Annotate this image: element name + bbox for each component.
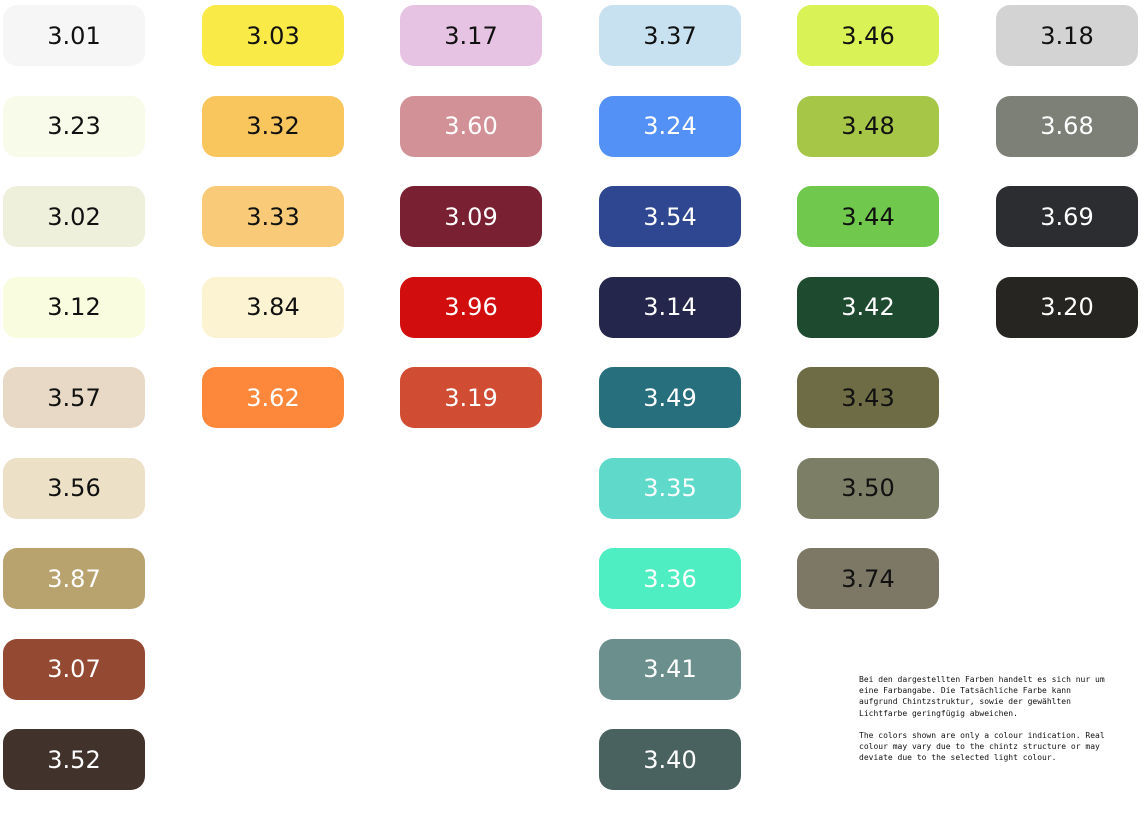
color-swatch: 3.68 (996, 95, 1138, 157)
color-swatch: 3.42 (797, 276, 939, 338)
swatch-code: 3.96 (444, 293, 498, 321)
color-swatch: 3.35 (599, 457, 741, 519)
disclaimer-german: Bei den dargestellten Farben handelt es … (859, 675, 1105, 718)
color-swatch: 3.01 (3, 5, 145, 66)
color-swatch: 3.74 (797, 548, 939, 609)
swatch-code: 3.01 (47, 21, 101, 50)
swatch-code: 3.43 (841, 383, 895, 412)
swatch-code: 3.54 (643, 202, 697, 231)
swatch-code: 3.46 (841, 21, 895, 50)
color-swatch: 3.09 (400, 186, 542, 247)
color-swatch: 3.69 (996, 186, 1138, 247)
swatch-code: 3.17 (444, 21, 498, 50)
swatch-code: 3.33 (246, 202, 300, 231)
swatch-code: 3.49 (643, 383, 697, 412)
swatch-code: 3.48 (841, 112, 895, 140)
swatch-code: 3.52 (47, 745, 101, 774)
swatch-code: 3.84 (246, 293, 300, 321)
swatch-code: 3.19 (444, 383, 498, 412)
swatch-code: 3.41 (643, 655, 697, 683)
color-swatch: 3.07 (3, 638, 145, 700)
swatch-code: 3.69 (1040, 202, 1094, 231)
color-swatch: 3.24 (599, 95, 741, 157)
swatch-column-3: 3.17 3.60 3.09 3.96 3.19 (400, 5, 542, 458)
color-swatch: 3.36 (599, 548, 741, 609)
disclaimer-note: Bei den dargestellten Farben handelt es … (859, 674, 1109, 763)
swatch-code: 3.02 (47, 202, 101, 231)
swatch-column-1: 3.01 3.23 3.02 3.12 3.57 3.56 3.87 3.07 3.52 (3, 5, 145, 820)
swatch-code: 3.35 (643, 474, 697, 502)
color-swatch: 3.18 (996, 5, 1138, 66)
swatch-code: 3.37 (643, 21, 697, 50)
swatch-code: 3.36 (643, 564, 697, 593)
swatch-code: 3.57 (47, 383, 101, 412)
color-swatch: 3.46 (797, 5, 939, 66)
color-swatch: 3.14 (599, 276, 741, 338)
swatch-column-2: 3.03 3.32 3.33 3.84 3.62 (202, 5, 344, 458)
color-swatch: 3.37 (599, 5, 741, 66)
color-swatch: 3.87 (3, 548, 145, 609)
swatch-code: 3.56 (47, 474, 101, 502)
swatch-code: 3.09 (444, 202, 498, 231)
swatch-code: 3.50 (841, 474, 895, 502)
swatch-code: 3.42 (841, 293, 895, 321)
swatch-code: 3.60 (444, 112, 498, 140)
color-swatch: 3.03 (202, 5, 344, 66)
color-swatch: 3.49 (599, 367, 741, 428)
color-swatch: 3.62 (202, 367, 344, 428)
color-swatch: 3.44 (797, 186, 939, 247)
color-swatch: 3.57 (3, 367, 145, 428)
swatch-code: 3.07 (47, 655, 101, 683)
swatch-code: 3.74 (841, 564, 895, 593)
color-swatch: 3.60 (400, 95, 542, 157)
color-swatch: 3.50 (797, 457, 939, 519)
swatch-code: 3.87 (47, 564, 101, 593)
color-swatch: 3.54 (599, 186, 741, 247)
color-swatch: 3.19 (400, 367, 542, 428)
swatch-column-4: 3.37 3.24 3.54 3.14 3.49 3.35 3.36 3.41 3.40 (599, 5, 741, 820)
color-swatch: 3.20 (996, 276, 1138, 338)
swatch-code: 3.24 (643, 112, 697, 140)
color-swatch: 3.41 (599, 638, 741, 700)
swatch-code: 3.03 (246, 21, 300, 50)
color-swatch: 3.23 (3, 95, 145, 157)
color-swatch: 3.17 (400, 5, 542, 66)
color-swatch: 3.56 (3, 457, 145, 519)
swatch-code: 3.20 (1040, 293, 1094, 321)
color-swatch: 3.84 (202, 276, 344, 338)
color-swatch: 3.12 (3, 276, 145, 338)
swatch-code: 3.32 (246, 112, 300, 140)
swatch-code: 3.62 (246, 383, 300, 412)
color-swatch: 3.32 (202, 95, 344, 157)
swatch-code: 3.40 (643, 745, 697, 774)
color-swatch: 3.33 (202, 186, 344, 247)
color-swatch: 3.52 (3, 729, 145, 790)
color-swatch: 3.96 (400, 276, 542, 338)
swatch-code: 3.12 (47, 293, 101, 321)
swatch-code: 3.23 (47, 112, 101, 140)
color-swatch: 3.48 (797, 95, 939, 157)
swatch-code: 3.14 (643, 293, 697, 321)
swatch-column-5: 3.46 3.48 3.44 3.42 3.43 3.50 3.74 (797, 5, 939, 639)
disclaimer-english: The colors shown are only a colour indic… (859, 730, 1105, 763)
swatch-column-6: 3.18 3.68 3.69 3.20 (996, 5, 1138, 367)
swatch-code: 3.44 (841, 202, 895, 231)
swatch-code: 3.18 (1040, 21, 1094, 50)
swatch-code: 3.68 (1040, 112, 1094, 140)
color-swatch: 3.43 (797, 367, 939, 428)
color-swatch: 3.40 (599, 729, 741, 790)
color-swatch: 3.02 (3, 186, 145, 247)
